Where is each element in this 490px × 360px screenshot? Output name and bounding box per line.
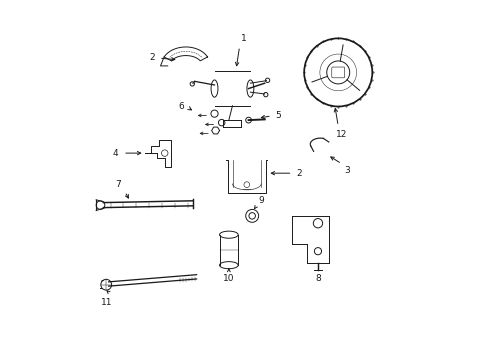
Text: 8: 8 [315,274,321,283]
Circle shape [249,213,255,219]
Ellipse shape [220,262,238,269]
Text: 11: 11 [101,298,113,307]
Circle shape [101,279,112,290]
Text: 2: 2 [150,53,155,62]
Circle shape [264,93,268,97]
Text: 10: 10 [223,274,235,283]
Text: 3: 3 [344,166,350,175]
Circle shape [245,210,259,222]
Text: 9: 9 [259,196,265,205]
Circle shape [211,110,218,117]
Text: 2: 2 [297,169,302,178]
Text: 6: 6 [178,102,184,111]
Circle shape [219,120,225,126]
Text: 4: 4 [112,149,118,158]
Polygon shape [212,127,220,134]
Text: 7: 7 [115,180,121,189]
Text: 12: 12 [336,130,347,139]
Circle shape [245,117,251,123]
Circle shape [266,78,270,82]
Text: 5: 5 [275,111,281,120]
Text: 1: 1 [242,33,247,42]
Circle shape [190,82,195,86]
Ellipse shape [220,231,238,238]
